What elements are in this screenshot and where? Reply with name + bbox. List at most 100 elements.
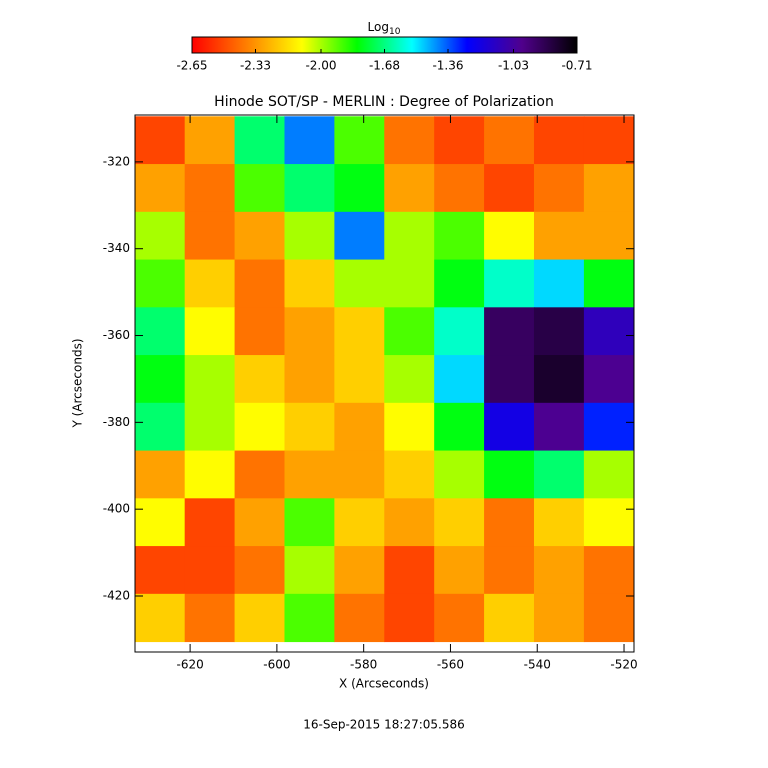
heatmap-cell (234, 211, 285, 261)
heatmap-cell (135, 546, 186, 595)
heatmap-cell (484, 546, 535, 595)
heatmap-cell (184, 402, 236, 452)
heatmap-cell (284, 593, 335, 643)
heatmap-cell (484, 450, 535, 499)
colorbar-tick-label: -1.03 (498, 59, 529, 73)
heatmap-cell (434, 402, 485, 452)
y-tick-label: -340 (103, 241, 130, 255)
heatmap-cell (384, 498, 435, 547)
heatmap-cell (533, 211, 585, 261)
heatmap-cell (334, 546, 385, 595)
heatmap-cell (135, 450, 186, 499)
heatmap-cell (384, 164, 435, 213)
heatmap-cell (184, 498, 236, 547)
heatmap-cell (384, 355, 435, 404)
heatmap-cell (284, 164, 335, 213)
heatmap-cell (484, 307, 535, 356)
heatmap-cell (234, 116, 285, 165)
heatmap-cell (284, 307, 335, 356)
heatmap-cell (284, 546, 335, 595)
heatmap-cell (533, 259, 585, 308)
heatmap-cell (184, 593, 236, 643)
heatmap-cell (384, 402, 435, 452)
x-tick-label: -520 (610, 658, 637, 672)
colorbar-tick-label: -1.36 (432, 59, 463, 73)
heatmap-cell (434, 116, 485, 165)
heatmap-cell (533, 307, 585, 356)
colorbar-label-sub: 10 (389, 27, 401, 37)
heatmap-cell (334, 593, 385, 643)
heatmap-cell (184, 450, 236, 499)
heatmap-cell (434, 450, 485, 499)
heatmap-cell (434, 164, 485, 213)
heatmap-cell (384, 307, 435, 356)
heatmap-cell (533, 498, 585, 547)
heatmap-cell (484, 498, 535, 547)
heatmap-cell (234, 164, 285, 213)
y-tick-label: -400 (103, 502, 130, 516)
footer-date: 16-Sep-2015 18:27:05.586 (303, 718, 465, 732)
heatmap-cell (484, 402, 535, 452)
y-axis-label: Y (Arcseconds) (71, 338, 85, 428)
heatmap-cell (384, 211, 435, 261)
x-tick-label: -620 (176, 658, 203, 672)
heatmap-cell (434, 498, 485, 547)
heatmap-cell (484, 593, 535, 643)
heatmap-cell (533, 450, 585, 499)
colorbar-tick-label: -2.33 (240, 59, 271, 73)
heatmap-cell (583, 116, 634, 165)
heatmap-cell (284, 498, 335, 547)
heatmap-cell (234, 402, 285, 452)
heatmap-cell (583, 259, 634, 308)
heatmap-cell (135, 498, 186, 547)
heatmap-cell (384, 593, 435, 643)
heatmap-cell (533, 116, 585, 165)
heatmap-cell (533, 164, 585, 213)
heatmap-cell (234, 307, 285, 356)
heatmap-cell (434, 307, 485, 356)
heatmap-cell (583, 402, 634, 452)
heatmap-cell (284, 355, 335, 404)
heatmap-cell (334, 355, 385, 404)
heatmap-cell (234, 355, 285, 404)
colorbar-tick-label: -1.68 (369, 59, 400, 73)
heatmap-cell (434, 211, 485, 261)
heatmap-cell (135, 211, 186, 261)
heatmap-cell (583, 450, 634, 499)
heatmap-cell (184, 355, 236, 404)
heatmap-cell (234, 259, 285, 308)
heatmap-cell (583, 355, 634, 404)
heatmap-cell (334, 116, 385, 165)
x-tick-label: -580 (350, 658, 377, 672)
heatmap-cell (484, 164, 535, 213)
heatmap-cell (583, 593, 634, 643)
heatmap-cell (184, 211, 236, 261)
x-tick-label: -600 (263, 658, 290, 672)
heatmap-cell (284, 402, 335, 452)
heatmap-cell (135, 259, 186, 308)
x-axis-label: X (Arcseconds) (339, 677, 429, 691)
heatmap-cell (583, 307, 634, 356)
heatmap-cell (583, 211, 634, 261)
heatmap-cell (135, 593, 186, 643)
heatmap-cell (583, 498, 634, 547)
heatmap-cell (184, 164, 236, 213)
y-tick-label: -320 (103, 154, 130, 168)
heatmap-cell (533, 355, 585, 404)
heatmap-cell (184, 259, 236, 308)
heatmap-cell (135, 355, 186, 404)
heatmap-cell (234, 546, 285, 595)
heatmap-cell (334, 402, 385, 452)
y-tick-label: -380 (103, 415, 130, 429)
heatmap-cell (184, 116, 236, 165)
heatmap-cell (184, 307, 236, 356)
heatmap-cell (334, 307, 385, 356)
heatmap-cell (234, 593, 285, 643)
heatmap-cell (434, 593, 485, 643)
heatmap-cell (334, 498, 385, 547)
heatmap-cell (284, 116, 335, 165)
heatmap-cell (484, 116, 535, 165)
y-tick-label: -420 (103, 588, 130, 602)
heatmap-cell (533, 402, 585, 452)
